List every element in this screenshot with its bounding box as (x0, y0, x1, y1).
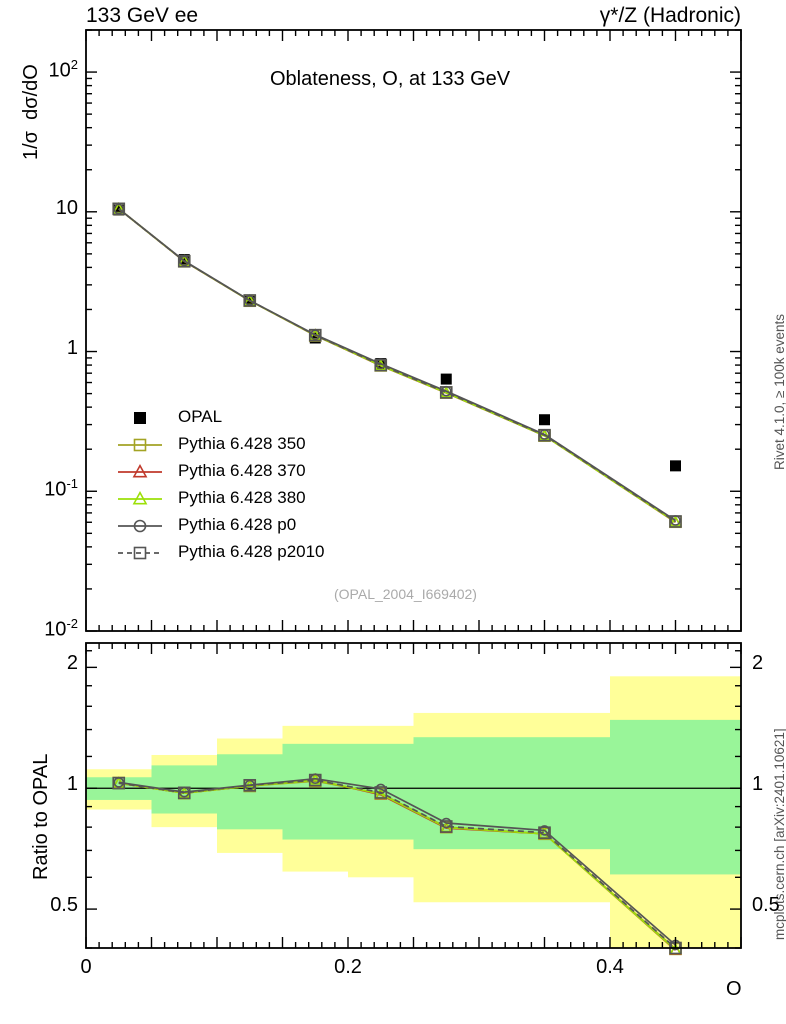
main-y-tick-label: 1 (66, 336, 78, 359)
ratio-band-inner (610, 719, 741, 875)
legend-marker-3 (132, 491, 148, 505)
ratio-series-marker (112, 776, 126, 790)
ratio-series-marker (539, 825, 550, 836)
ratio-series-marker (440, 817, 452, 829)
ratio-y-tick-label-right: 1 (752, 773, 764, 796)
ratio-band-inner (479, 737, 610, 850)
main-series-marker (669, 515, 682, 528)
legend-label-2: Pythia 6.428 370 (178, 461, 306, 480)
ratio-series-marker (374, 786, 388, 799)
x-tick-label: 0 (80, 956, 92, 978)
ratio-series-marker (538, 826, 551, 839)
main-series-marker (177, 254, 191, 268)
plot-title: Oblateness, O, at 133 GeV (270, 68, 511, 90)
ratio-series-line (118, 779, 677, 949)
legend-label-0: OPAL (178, 407, 223, 426)
ratio-series-line (118, 777, 677, 946)
ratio-series-marker (244, 779, 256, 791)
ratio-series-marker (439, 820, 453, 833)
main-series-marker (309, 332, 321, 344)
analysis-watermark: (OPAL_2004_I669402) (334, 586, 477, 602)
ratio-y-tick-label: 1 (66, 773, 78, 796)
main-series-marker (243, 294, 257, 307)
main-y-tick-label: 10 (55, 196, 78, 219)
main-y-tick-label: 102 (48, 57, 78, 82)
main-series-marker (539, 414, 550, 426)
ratio-series-marker (177, 786, 191, 800)
main-series-line (118, 208, 676, 523)
ratio-band-inner (413, 737, 479, 850)
legend-label-3: Pythia 6.428 380 (178, 488, 306, 507)
ratio-series-marker (243, 778, 257, 792)
main-y-tick-label: 10-2 (44, 616, 78, 641)
legend-marker-0 (134, 412, 146, 424)
legend-label-4: Pythia 6.428 p0 (178, 515, 297, 534)
main-series-marker (178, 254, 190, 266)
main-series-marker (538, 428, 551, 442)
main-series-marker (112, 202, 126, 216)
main-y-tick-label: 10-1 (44, 476, 78, 501)
ratio-y-tick-label-right: 2 (752, 652, 764, 675)
ratio-y-tick-label: 0.5 (50, 894, 78, 917)
legend-label-5: Pythia 6.428 p2010 (178, 542, 325, 561)
main-series-marker (113, 204, 125, 216)
x-tick-label: 0.4 (596, 956, 624, 978)
x-tick-label: 0.2 (334, 956, 362, 978)
legend-marker-4 (133, 519, 147, 533)
legend-marker-5 (133, 546, 147, 560)
main-series-marker (670, 460, 681, 472)
ratio-series-marker (308, 773, 322, 787)
legend-marker-1 (133, 438, 147, 452)
main-series-marker (439, 386, 453, 399)
main-series-marker (244, 295, 256, 306)
ratio-band-inner (282, 743, 348, 840)
main-series-marker (669, 515, 682, 527)
main-series-marker (113, 203, 125, 215)
legend-label-1: Pythia 6.428 350 (178, 434, 306, 453)
main-series-marker (374, 358, 388, 372)
ratio-y-tick-label: 2 (66, 652, 78, 675)
legend-marker-2 (132, 464, 148, 478)
x-axis-label: O (726, 978, 742, 1000)
main-series-marker (440, 373, 452, 385)
ratio-y-tick-label-right: 0.5 (752, 894, 780, 917)
header-left-label: 133 GeV ee (86, 4, 199, 27)
main-series-marker (308, 328, 322, 342)
main-panel-frame (85, 29, 742, 632)
header-right-label: γ*/Z (Hadronic) (599, 4, 741, 27)
